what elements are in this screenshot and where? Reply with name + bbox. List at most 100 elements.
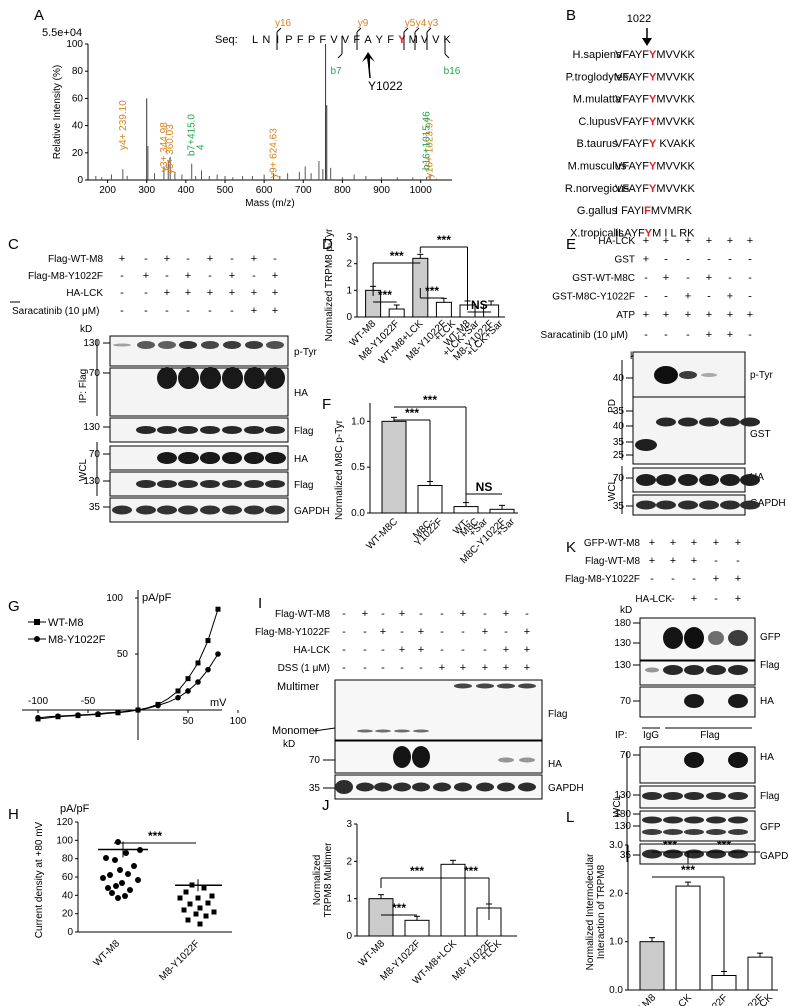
sequence-residue: V	[330, 34, 338, 46]
condition-sign: +	[229, 287, 235, 299]
ip-label: IP:	[615, 730, 627, 741]
tick-label-y: 2.0	[609, 888, 623, 899]
data-point	[205, 666, 211, 673]
blot-band	[200, 480, 220, 488]
condition-label: ATP	[616, 310, 635, 321]
blot-band	[701, 373, 717, 377]
blot-band	[706, 792, 726, 800]
tick-label-y: 2	[346, 259, 352, 270]
condition-sign: +	[706, 329, 712, 341]
significance-label: ***	[437, 233, 451, 247]
condition-sign: +	[706, 235, 712, 247]
condition-sign: +	[380, 626, 386, 638]
blot-band	[684, 816, 704, 824]
blot-band	[678, 417, 698, 427]
condition-sign: -	[483, 644, 487, 656]
condition-sign: -	[728, 254, 732, 266]
condition-sign: +	[670, 537, 676, 549]
panel-label-I: I	[258, 595, 262, 612]
blot-band	[222, 426, 242, 434]
x-axis-label: Mass (m/z)	[245, 198, 294, 209]
blot-band	[708, 631, 724, 645]
significance-label: ***	[378, 288, 392, 302]
blot-band	[699, 474, 719, 486]
tick-label-y: 2	[346, 856, 352, 867]
peak-label: y3+ 344.98	[159, 122, 170, 172]
blot-band	[412, 782, 430, 792]
data-point	[123, 850, 129, 856]
bar	[675, 885, 701, 991]
ion-bracket	[276, 27, 282, 33]
condition-sign: +	[727, 309, 733, 321]
blot-band	[412, 746, 430, 768]
panel-label-F: F	[322, 396, 331, 413]
data-point	[195, 660, 201, 666]
data-point	[205, 638, 211, 644]
y-unit-label: pA/pF	[142, 592, 172, 604]
peak-label: y5+ 360.03	[165, 124, 176, 174]
y-axis-label: Normalized Intermolecular	[585, 853, 596, 970]
tick-label-y: 100	[106, 593, 123, 604]
data-point	[209, 893, 215, 899]
condition-sign: -	[252, 270, 256, 282]
condition-sign: -	[440, 608, 444, 620]
condition-sign: +	[747, 235, 753, 247]
blot-band	[720, 474, 740, 486]
condition-sign: +	[185, 270, 191, 282]
blot-band	[706, 816, 726, 824]
condition-sign: -	[400, 626, 404, 638]
condition-sign: -	[686, 272, 690, 284]
wcl-label: WCL	[78, 458, 89, 481]
blot-band	[245, 341, 263, 349]
mw-label: 70	[89, 449, 101, 460]
condition-sign: -	[664, 329, 668, 341]
condition-label: Flag-WT-M8	[48, 254, 103, 265]
condition-sign: +	[524, 662, 530, 674]
sequence-residue: Y	[376, 34, 384, 46]
bar	[404, 919, 430, 937]
species-name: M.musculus	[568, 161, 627, 173]
ion-label: y4	[416, 18, 427, 29]
condition-sign: +	[399, 608, 405, 620]
blot-frame	[632, 396, 746, 465]
sequence-residue: V	[421, 34, 429, 46]
mw-label: 35	[620, 850, 632, 861]
data-point	[155, 702, 161, 709]
blot-band	[357, 729, 373, 733]
blot-band	[642, 816, 662, 824]
condition-label: Flag-WT-M8	[275, 609, 330, 620]
condition-sign: -	[165, 270, 169, 282]
panel-label-C: C	[8, 236, 19, 253]
condition-sign: +	[524, 644, 530, 656]
condition-sign: +	[643, 235, 649, 247]
condition-sign: +	[727, 291, 733, 303]
significance-label: ***	[392, 901, 406, 915]
bar	[388, 308, 405, 318]
condition-label: Flag-WT-M8	[585, 556, 640, 567]
species-name: P.troglodytes	[566, 71, 629, 83]
bar	[381, 420, 407, 514]
peak-label: b7+415.0	[187, 114, 198, 156]
tick-label-y: 1	[346, 894, 352, 905]
condition-sign: +	[503, 644, 509, 656]
data-point	[55, 713, 61, 719]
tick-label-y: 0.5	[351, 462, 365, 473]
blot-band	[136, 480, 156, 488]
blot-band	[519, 757, 535, 763]
tick-label-x: -100	[28, 696, 48, 707]
blot-band	[244, 505, 264, 515]
significance-label: ***	[464, 864, 478, 878]
blot-label: HA	[294, 388, 308, 399]
mw-label: 130	[83, 476, 100, 487]
condition-sign: +	[503, 662, 509, 674]
condition-sign: +	[691, 555, 697, 567]
bar	[453, 506, 479, 514]
condition-sign: -	[440, 644, 444, 656]
blot-band	[706, 829, 726, 835]
mw-label: 35	[89, 502, 101, 513]
significance-label: NS	[476, 480, 493, 494]
blot-band	[265, 480, 285, 488]
y-axis-label: Normalized M8C p-Tyr	[334, 419, 345, 520]
blot-band	[222, 480, 242, 488]
data-point	[113, 883, 119, 889]
